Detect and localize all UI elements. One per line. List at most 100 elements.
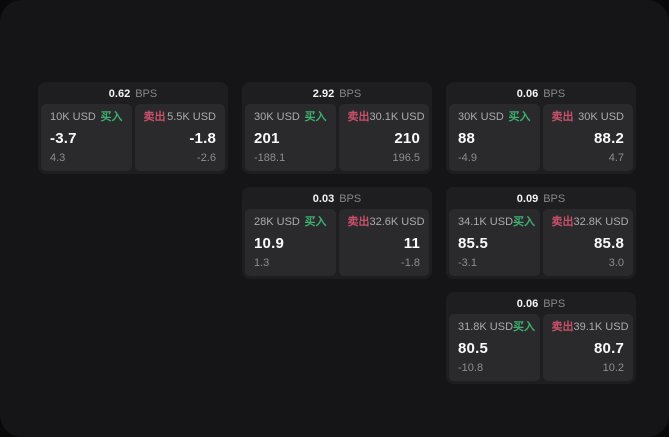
buy-panel[interactable]: 30K USD 买入 88 -4.9 (449, 104, 540, 171)
sell-size: 32.6K USD (369, 216, 425, 228)
bps-value: 0.06 (516, 298, 539, 310)
sell-delta: 3.0 (608, 257, 624, 269)
sell-delta: -1.8 (401, 257, 420, 269)
sell-panel[interactable]: 卖出 39.1K USD 80.7 10.2 (542, 314, 633, 381)
sell-price: 210 (394, 129, 420, 147)
bps-unit-label: BPS (543, 88, 566, 100)
buy-price: 88 (458, 129, 476, 147)
buy-size: 34.1K USD (458, 216, 514, 228)
buy-panel[interactable]: 28K USD 买入 10.9 1.3 (245, 209, 336, 276)
buy-delta: 4.3 (50, 152, 66, 164)
quote-card-body: 28K USD 买入 10.9 1.3 卖出 32.6K USD 11 -1.8 (245, 209, 429, 276)
buy-panel-top: 30K USD 买入 (254, 111, 327, 124)
buy-price: -3.7 (50, 129, 77, 147)
buy-delta: -4.9 (458, 152, 477, 164)
bps-unit-label: BPS (135, 88, 158, 100)
sell-label: 卖出 (551, 216, 574, 228)
buy-panel[interactable]: 31.8K USD 买入 80.5 -10.8 (449, 314, 540, 381)
sell-size: 30K USD (578, 111, 624, 123)
sell-label: 卖出 (551, 111, 574, 123)
sell-size: 30.1K USD (369, 111, 425, 123)
buy-price: 10.9 (254, 234, 284, 252)
buy-label: 买入 (513, 216, 536, 228)
buy-size: 30K USD (254, 111, 300, 123)
sell-delta: 4.7 (608, 152, 624, 164)
buy-price: 80.5 (458, 339, 488, 357)
sell-panel[interactable]: 卖出 30K USD 88.2 4.7 (542, 104, 633, 171)
bps-unit-label: BPS (543, 298, 566, 310)
sell-panel-top: 卖出 30K USD (552, 111, 625, 124)
sell-panel[interactable]: 卖出 30.1K USD 210 196.5 (338, 104, 429, 171)
quotes-grid: 0.62 BPS 10K USD 买入 -3.7 4.3 卖出 5.5K USD… (38, 82, 636, 384)
buy-delta: -188.1 (254, 152, 286, 164)
sell-panel[interactable]: 卖出 5.5K USD -1.8 -2.6 (134, 104, 225, 171)
quote-card-body: 30K USD 买入 88 -4.9 卖出 30K USD 88.2 4.7 (449, 104, 633, 171)
quote-card-body: 34.1K USD 买入 85.5 -3.1 卖出 32.8K USD 85.8… (449, 209, 633, 276)
bps-value: 0.09 (516, 193, 539, 205)
bps-header: 0.06 BPS (449, 295, 633, 314)
bps-value: 0.06 (516, 88, 539, 100)
buy-panel[interactable]: 30K USD 买入 201 -188.1 (245, 104, 336, 171)
sell-price: 80.7 (594, 339, 624, 357)
buy-panel-top: 30K USD 买入 (458, 111, 531, 124)
buy-price: 85.5 (458, 234, 488, 252)
quote-card-body: 10K USD 买入 -3.7 4.3 卖出 5.5K USD -1.8 -2.… (41, 104, 225, 171)
sell-price: 11 (403, 234, 420, 252)
sell-label: 卖出 (347, 216, 370, 228)
sell-size: 5.5K USD (167, 111, 216, 123)
buy-delta: -3.1 (458, 257, 477, 269)
buy-size: 31.8K USD (458, 321, 514, 333)
bps-header: 0.06 BPS (449, 85, 633, 104)
sell-panel-top: 卖出 39.1K USD (552, 321, 629, 334)
quote-card[interactable]: 0.09 BPS 34.1K USD 买入 85.5 -3.1 卖出 32.8K… (446, 187, 636, 279)
buy-size: 28K USD (254, 216, 300, 228)
quote-card-body: 31.8K USD 买入 80.5 -10.8 卖出 39.1K USD 80.… (449, 314, 633, 381)
bps-value: 2.92 (312, 88, 335, 100)
buy-panel-top: 28K USD 买入 (254, 216, 327, 229)
sell-delta: 196.5 (392, 152, 420, 164)
buy-panel-top: 34.1K USD 买入 (458, 216, 535, 229)
bps-value: 0.62 (108, 88, 131, 100)
sell-panel-top: 卖出 30.1K USD (348, 111, 425, 124)
sell-delta: -2.6 (197, 152, 216, 164)
buy-label: 买入 (304, 111, 327, 123)
quote-card[interactable]: 0.06 BPS 30K USD 买入 88 -4.9 卖出 30K USD 8… (446, 82, 636, 174)
bps-header: 2.92 BPS (245, 85, 429, 104)
buy-size: 10K USD (50, 111, 96, 123)
sell-panel-top: 卖出 32.6K USD (347, 216, 425, 229)
buy-label: 买入 (513, 321, 536, 333)
buy-label: 买入 (304, 216, 327, 228)
buy-panel[interactable]: 10K USD 买入 -3.7 4.3 (41, 104, 132, 171)
quote-card[interactable]: 0.06 BPS 31.8K USD 买入 80.5 -10.8 卖出 39.1… (446, 292, 636, 384)
sell-panel-top: 卖出 32.8K USD (551, 216, 629, 229)
buy-panel-top: 10K USD 买入 (50, 111, 123, 124)
sell-price: 88.2 (594, 129, 624, 147)
quote-card[interactable]: 0.62 BPS 10K USD 买入 -3.7 4.3 卖出 5.5K USD… (38, 82, 228, 174)
sell-delta: 10.2 (602, 362, 624, 374)
buy-panel-top: 31.8K USD 买入 (458, 321, 535, 334)
sell-price: -1.8 (189, 129, 216, 147)
buy-delta: -10.8 (458, 362, 484, 374)
buy-delta: 1.3 (254, 257, 270, 269)
bps-unit-label: BPS (339, 193, 362, 205)
sell-panel[interactable]: 卖出 32.8K USD 85.8 3.0 (542, 209, 633, 276)
bps-unit-label: BPS (339, 88, 362, 100)
buy-size: 30K USD (458, 111, 504, 123)
sell-panel-top: 卖出 5.5K USD (144, 111, 217, 124)
sell-size: 39.1K USD (573, 321, 629, 333)
buy-panel[interactable]: 34.1K USD 买入 85.5 -3.1 (449, 209, 540, 276)
quote-card[interactable]: 2.92 BPS 30K USD 买入 201 -188.1 卖出 30.1K … (242, 82, 432, 174)
quote-card-body: 30K USD 买入 201 -188.1 卖出 30.1K USD 210 1… (245, 104, 429, 171)
buy-price: 201 (254, 129, 280, 147)
sell-panel[interactable]: 卖出 32.6K USD 11 -1.8 (338, 209, 429, 276)
sell-label: 卖出 (143, 111, 166, 123)
bps-value: 0.03 (312, 193, 335, 205)
bps-header: 0.09 BPS (449, 190, 633, 209)
buy-label: 买入 (100, 111, 123, 123)
sell-size: 32.8K USD (573, 216, 629, 228)
buy-label: 买入 (508, 111, 531, 123)
quote-card[interactable]: 0.03 BPS 28K USD 买入 10.9 1.3 卖出 32.6K US… (242, 187, 432, 279)
bps-unit-label: BPS (543, 193, 566, 205)
bps-header: 0.62 BPS (41, 85, 225, 104)
